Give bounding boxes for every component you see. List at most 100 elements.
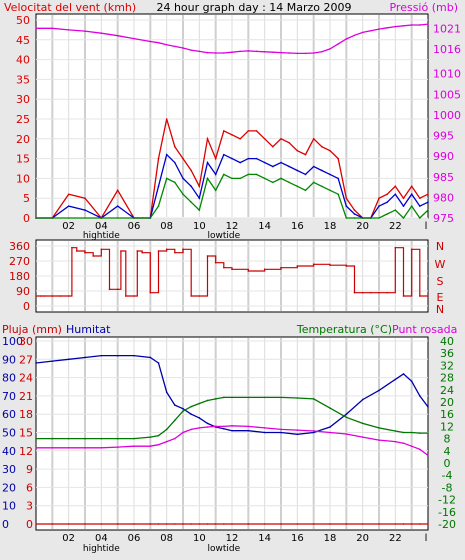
temperature-tick: 36 [440, 347, 454, 360]
direction-point [378, 291, 380, 294]
wind-point-pressure [223, 52, 225, 54]
wind-point-pressure [353, 34, 356, 37]
direction-point [136, 250, 139, 252]
wind-speed-tick: 30 [16, 93, 30, 106]
wind-point-average [67, 205, 70, 207]
direction-point [410, 248, 413, 251]
climate-point-humidity [345, 413, 348, 416]
direction-point [51, 295, 54, 297]
wind-speed-tick: 15 [16, 153, 30, 166]
wind-point-pressure [427, 23, 429, 25]
wind-point-gust [394, 185, 397, 188]
wind-point-gust [174, 145, 176, 148]
wind-point-average [345, 205, 348, 207]
wind-point-gust [353, 209, 356, 211]
direction-point [43, 295, 45, 297]
pressure-tick: 980 [433, 191, 454, 204]
wind-point-gust [386, 193, 388, 196]
climate-point-humidity [198, 417, 201, 419]
climate-point-temperature [206, 399, 209, 402]
climate-point-rain [182, 523, 184, 525]
climate-point-rain [174, 523, 176, 525]
wind-point-gust [214, 157, 217, 160]
climate-point-rain [427, 523, 429, 525]
wind-point-pressure [288, 52, 290, 54]
direction-point [329, 264, 331, 266]
wind-point-gust [239, 138, 241, 140]
climate-point-humidity [165, 391, 168, 394]
wind-point-gust [378, 197, 380, 199]
hour-tick-top: 12 [226, 221, 239, 232]
climate-point-humidity [174, 404, 176, 406]
climate-point-temperature [100, 437, 103, 440]
climate-point-dewpoint [190, 428, 192, 431]
wind-point-pressure [84, 30, 86, 32]
wind-point-gust [116, 189, 119, 192]
hour-tick-bottom: 14 [258, 533, 271, 544]
climate-point-dewpoint [402, 442, 405, 444]
climate-point-temperature [116, 437, 119, 440]
humidity-tick: 100 [2, 335, 23, 348]
climate-point-temperature [402, 431, 405, 434]
climate-point-rain [149, 523, 152, 525]
wind-speed-tick: 50 [16, 14, 30, 27]
climate-point-humidity [402, 373, 405, 375]
temperature-tick: 16 [440, 408, 454, 421]
wind-point-gust [402, 197, 405, 199]
humidity-tick: 70 [2, 390, 16, 403]
wind-speed-tick: 25 [16, 113, 30, 126]
direction-point [35, 295, 37, 297]
wind-point-minimum [51, 217, 54, 219]
pressure-tick: 975 [433, 212, 454, 225]
hour-tick-bottom: 10 [193, 533, 206, 544]
wind-point-gust [263, 138, 266, 140]
climate-point-humidity [419, 395, 421, 397]
climate-point-humidity [231, 429, 233, 432]
wind-point-minimum [223, 173, 225, 176]
wind-point-average [231, 157, 233, 160]
wind-point-minimum [296, 185, 299, 188]
wind-point-minimum [304, 189, 307, 192]
wind-series-minimum [36, 173, 429, 220]
climate-point-rain [378, 523, 380, 525]
direction-point [419, 295, 421, 297]
wind-point-average [272, 165, 274, 168]
temperature-tick: 4 [444, 445, 451, 458]
climate-point-humidity [157, 362, 160, 364]
wind-point-pressure [231, 51, 233, 53]
wind-point-gust [321, 145, 323, 148]
climate-point-temperature [157, 434, 160, 437]
wind-point-minimum [133, 217, 135, 219]
climate-point-temperature [165, 428, 168, 431]
climate-point-temperature [51, 437, 54, 440]
rain-axis-label: Pluja (mm) [2, 323, 62, 336]
pressure-tick: 1000 [433, 109, 461, 122]
direction-point [427, 295, 429, 297]
climate-point-temperature [35, 437, 37, 440]
climate-point-dewpoint [116, 446, 119, 448]
wind-point-gust [247, 130, 250, 132]
direction-point [76, 250, 78, 252]
humidity-tick: 40 [2, 445, 16, 458]
climate-point-humidity [190, 413, 192, 416]
pressure-tick: 995 [433, 130, 454, 143]
wind-point-gust [288, 141, 290, 144]
climate-point-dewpoint [84, 446, 86, 449]
wind-point-gust [272, 145, 274, 148]
humidity-tick: 90 [2, 353, 16, 366]
pressure-tick: 1010 [433, 68, 461, 81]
compass-tick: N [436, 240, 444, 253]
rain-tick: 12 [19, 445, 33, 458]
climate-point-rain [165, 523, 168, 525]
climate-point-dewpoint [100, 446, 103, 449]
hour-tick-bottom: 22 [389, 533, 402, 544]
direction-point [402, 295, 405, 297]
climate-point-dewpoint [329, 431, 331, 434]
wind-point-pressure [182, 47, 184, 49]
climate-point-dewpoint [419, 448, 421, 451]
wind-point-minimum [157, 205, 160, 207]
tide-label-low-top: lowtide [208, 231, 241, 241]
climate-point-rain [329, 523, 331, 525]
wind-point-gust [304, 153, 307, 156]
direction-point [370, 291, 372, 294]
